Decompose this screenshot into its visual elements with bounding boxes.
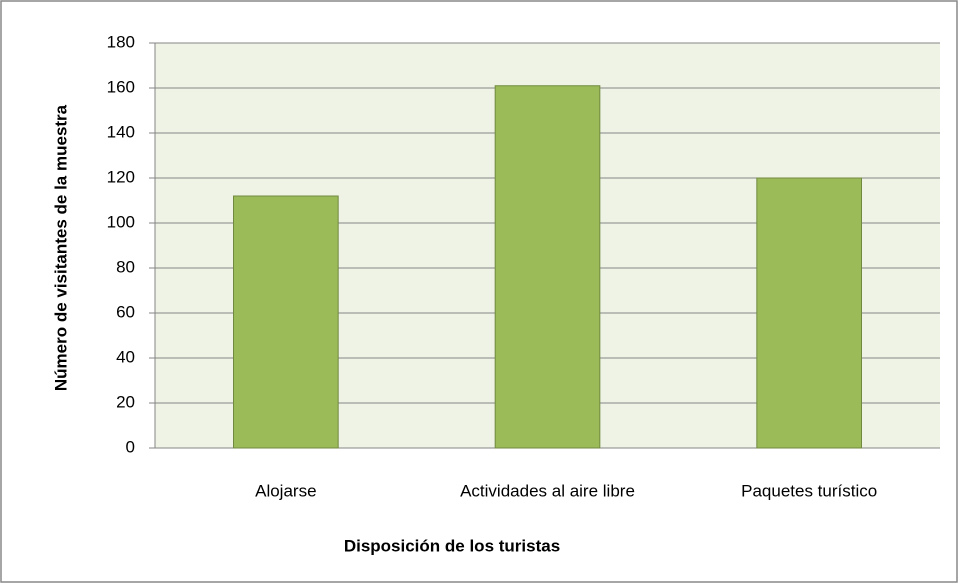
bar [233, 195, 339, 449]
y-axis-title: Número de visitantes de la muestra [51, 104, 70, 391]
x-tick-label: Actividades al aire libre [460, 481, 635, 500]
x-axis-title: Disposición de los turistas [344, 536, 560, 555]
y-tick-label: 140 [107, 122, 135, 141]
y-tick-label: 20 [116, 392, 135, 411]
y-tick-label: 180 [107, 32, 135, 51]
x-tick-label: Alojarse [255, 481, 316, 500]
y-tick-label: 80 [116, 257, 135, 276]
bar [494, 85, 601, 449]
y-tick-label: 0 [126, 437, 135, 456]
y-tick-label: 60 [116, 302, 135, 321]
y-tick-label: 100 [107, 212, 135, 231]
x-tick-label: Paquetes turístico [741, 481, 877, 500]
y-tick-label: 40 [116, 347, 135, 366]
y-tick-label: 120 [107, 167, 135, 186]
y-tick-label: 160 [107, 77, 135, 96]
bar [756, 177, 862, 449]
